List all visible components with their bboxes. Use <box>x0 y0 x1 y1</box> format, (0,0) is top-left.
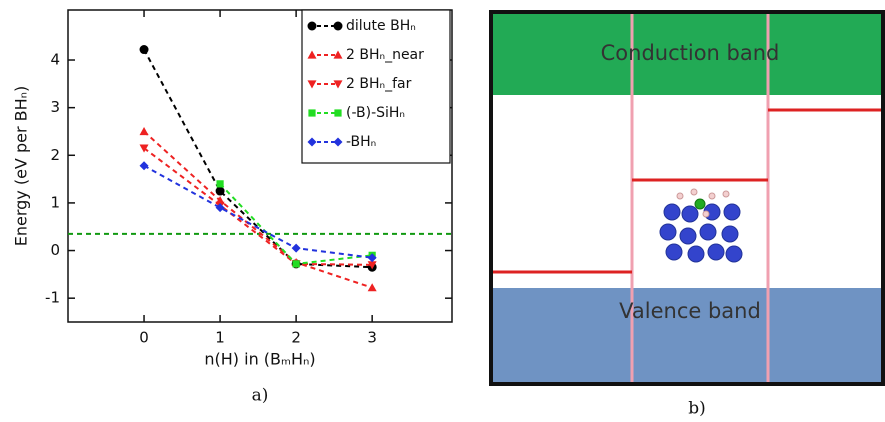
legend-marker <box>307 50 317 59</box>
point <box>139 161 149 171</box>
point <box>367 261 377 270</box>
series-line <box>143 147 373 266</box>
valence-band <box>493 288 881 382</box>
x-tick-label: 0 <box>139 329 149 347</box>
legend-label: dilute BHₙ <box>346 18 416 34</box>
x-tick-label: 2 <box>291 329 301 347</box>
legend-label: 2 BHₙ_near <box>346 47 424 63</box>
caption: b) <box>688 399 706 419</box>
point <box>139 126 149 136</box>
molecule-icon <box>659 188 743 263</box>
legend-box <box>301 9 451 164</box>
point <box>139 45 149 55</box>
y-tick-label: 1 <box>50 193 60 211</box>
band-label: Conduction band <box>601 41 780 65</box>
legend-marker <box>333 21 343 31</box>
legend-marker <box>307 137 317 147</box>
y-tick-label: 4 <box>50 51 60 69</box>
plot-frame <box>67 9 453 323</box>
caption: a) <box>252 386 269 406</box>
point <box>291 243 301 253</box>
x-tick-label: 3 <box>367 329 377 347</box>
band-label: Valence band <box>619 299 761 323</box>
legend-marker <box>333 137 343 147</box>
legend-label: 2 BHₙ_far <box>346 76 412 92</box>
point <box>215 186 225 196</box>
legend: dilute BHₙ 2 BHₙ_near 2 BHₙ_far (-B)-SiHₙ -B… <box>301 9 451 164</box>
point <box>367 283 377 292</box>
point <box>367 253 377 263</box>
legend-marker <box>333 80 343 89</box>
legend-marker <box>307 80 317 89</box>
y-tick-label: -1 <box>45 289 60 307</box>
legend-label: (-B)-SiHₙ <box>346 105 405 121</box>
legend-label: -BHₙ <box>346 134 376 150</box>
legend-marker <box>333 50 343 59</box>
y-tick-label: 3 <box>50 98 60 116</box>
point <box>139 144 149 153</box>
legend-marker <box>307 21 317 31</box>
y-tick-label: 2 <box>50 146 60 164</box>
series-line <box>143 164 373 259</box>
legend-marker <box>334 109 342 117</box>
x-tick-label: 1 <box>215 329 225 347</box>
y-axis-label: Energy (eV per BHₙ) <box>12 86 31 247</box>
point <box>292 260 300 268</box>
point <box>216 180 224 188</box>
point <box>215 203 225 213</box>
x-axis-label: n(H) in (BₘHₙ) <box>204 350 315 369</box>
y-tick-label: 0 <box>50 241 60 259</box>
legend-marker <box>308 109 316 117</box>
band-diagram: Conduction band Valence band b) <box>489 10 885 419</box>
conduction-band <box>493 14 881 95</box>
